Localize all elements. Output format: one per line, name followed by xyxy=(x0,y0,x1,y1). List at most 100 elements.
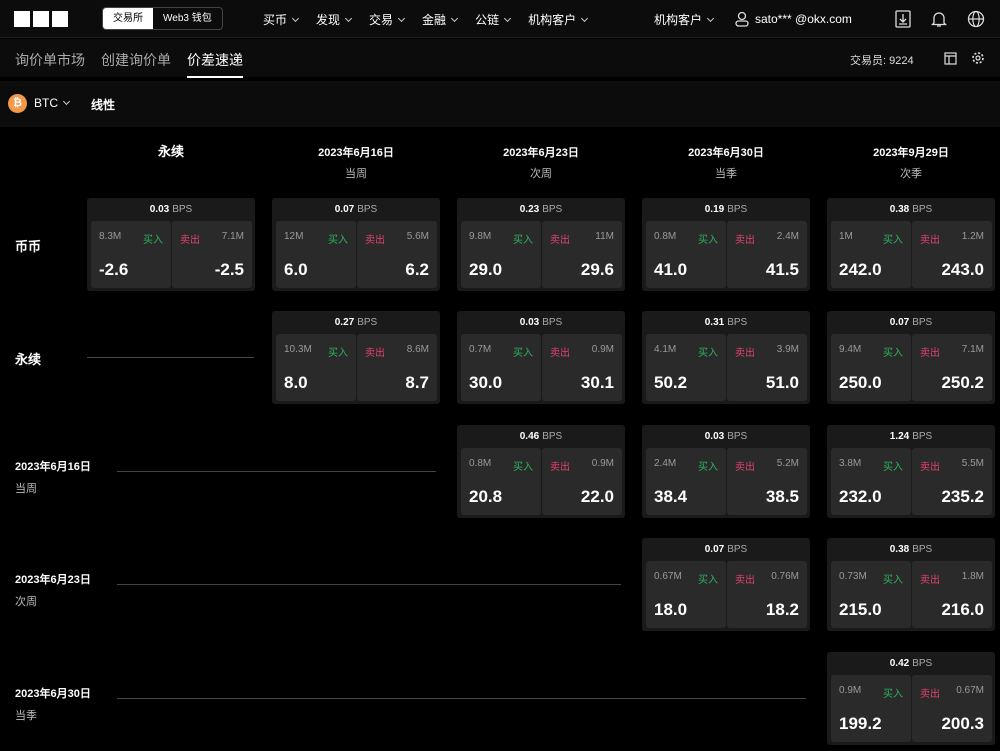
sell-button[interactable]: 卖出 7.1M -2.5 xyxy=(172,221,252,288)
sell-price: 200.3 xyxy=(941,714,984,733)
buy-label: 买入 xyxy=(143,235,163,246)
sell-button[interactable]: 卖出 3.9M 51.0 xyxy=(727,334,807,401)
nav-institutional[interactable]: 机构客户 xyxy=(528,11,587,28)
sell-price: 243.0 xyxy=(941,260,984,279)
buy-label: 买入 xyxy=(883,575,903,586)
user-menu[interactable]: sato*** @okx.com xyxy=(735,0,852,38)
column-header: 2023年6月23日 次周 xyxy=(457,144,625,181)
nav-trade[interactable]: 交易 xyxy=(369,11,404,28)
sell-quantity: 0.9M xyxy=(591,458,614,469)
column-title: 2023年6月16日 xyxy=(318,147,394,159)
buy-button[interactable]: 10.3M 买入 8.0 xyxy=(276,334,356,401)
sell-button[interactable]: 卖出 8.6M 8.7 xyxy=(357,334,437,401)
row-title: 币币 xyxy=(15,239,42,254)
buy-button[interactable]: 0.73M 买入 215.0 xyxy=(831,561,911,628)
bps-unit: BPS xyxy=(912,544,933,555)
sell-button[interactable]: 卖出 5.5M 235.2 xyxy=(912,448,992,515)
sell-label: 卖出 xyxy=(365,235,385,246)
sell-price: 41.5 xyxy=(765,260,799,279)
globe-icon[interactable] xyxy=(967,10,985,28)
bps-value: 1.24 xyxy=(889,431,910,442)
spread-card: 0.42 BPS 0.9M 买入 199.2 卖出 0.67M 200.3 xyxy=(827,652,995,745)
bps-value: 0.23 xyxy=(519,204,540,215)
bps-value: 0.19 xyxy=(704,204,725,215)
sell-button[interactable]: 卖出 0.9M 22.0 xyxy=(542,448,622,515)
coin-selector[interactable]: BTC xyxy=(34,96,69,110)
row-title: 2023年6月23日 xyxy=(15,574,91,586)
buy-button[interactable]: 3.8M 买入 232.0 xyxy=(831,448,911,515)
bell-icon[interactable] xyxy=(931,10,947,28)
contract-type: 线性 xyxy=(91,98,116,112)
buy-button[interactable]: 0.8M 买入 41.0 xyxy=(646,221,726,288)
buy-button[interactable]: 12M 买入 6.0 xyxy=(276,221,356,288)
buy-button[interactable]: 8.3M 买入 -2.6 xyxy=(91,221,171,288)
sell-button[interactable]: 卖出 5.6M 6.2 xyxy=(357,221,437,288)
spread-bps: 0.07 BPS xyxy=(272,204,440,215)
column-title: 永续 xyxy=(157,144,184,159)
spread-card: 0.19 BPS 0.8M 买入 41.0 卖出 2.4M 41.5 xyxy=(642,198,810,291)
buy-price: 38.4 xyxy=(654,487,688,506)
buy-label: 买入 xyxy=(883,462,903,473)
sell-quantity: 0.9M xyxy=(591,344,614,355)
buy-quantity: 3.8M xyxy=(839,458,862,469)
buy-label: 买入 xyxy=(328,235,348,246)
sell-price: 216.0 xyxy=(941,600,984,619)
bps-value: 0.38 xyxy=(889,544,910,555)
buy-button[interactable]: 9.8M 买入 29.0 xyxy=(461,221,541,288)
nav-chain[interactable]: 公链 xyxy=(475,11,510,28)
buy-button[interactable]: 9.4M 买入 250.0 xyxy=(831,334,911,401)
sell-label: 卖出 xyxy=(735,575,755,586)
sell-button[interactable]: 卖出 7.1M 250.2 xyxy=(912,334,992,401)
column-subtitle: 当周 xyxy=(345,168,367,180)
download-icon[interactable] xyxy=(895,10,911,28)
institutional-dropdown[interactable]: 机构客户 xyxy=(654,11,713,28)
sell-button[interactable]: 卖出 0.9M 30.1 xyxy=(542,334,622,401)
sell-price: 18.2 xyxy=(765,600,799,619)
spread-card: 0.23 BPS 9.8M 买入 29.0 卖出 11M 29.6 xyxy=(457,198,625,291)
sell-button[interactable]: 卖出 5.2M 38.5 xyxy=(727,448,807,515)
okx-logo[interactable] xyxy=(14,11,68,27)
bps-unit: BPS xyxy=(912,204,933,215)
buy-price: 30.0 xyxy=(469,373,503,392)
sell-button[interactable]: 卖出 11M 29.6 xyxy=(542,221,622,288)
tab-spread-express[interactable]: 价差速递 xyxy=(187,52,243,78)
sell-button[interactable]: 卖出 2.4M 41.5 xyxy=(727,221,807,288)
nav-discover[interactable]: 发现 xyxy=(316,11,351,28)
tab-create-rfq[interactable]: 创建询价单 xyxy=(101,52,171,68)
sell-button[interactable]: 卖出 0.67M 200.3 xyxy=(912,675,992,742)
bps-value: 0.07 xyxy=(889,317,910,328)
buy-button[interactable]: 4.1M 买入 50.2 xyxy=(646,334,726,401)
buy-button[interactable]: 1M 买入 242.0 xyxy=(831,221,911,288)
buy-button[interactable]: 0.8M 买入 20.8 xyxy=(461,448,541,515)
buy-label: 买入 xyxy=(698,462,718,473)
user-icon xyxy=(735,11,749,27)
tab-rfq-market[interactable]: 询价单市场 xyxy=(15,52,85,68)
gear-icon[interactable] xyxy=(971,51,985,65)
nav-buy-crypto[interactable]: 买币 xyxy=(263,11,298,28)
sell-quantity: 11M xyxy=(595,231,614,242)
layout-icon[interactable] xyxy=(944,52,957,65)
web3-wallet-tab[interactable]: Web3 钱包 xyxy=(163,13,212,24)
column-title: 2023年9月29日 xyxy=(873,147,949,159)
buy-button[interactable]: 0.7M 买入 30.0 xyxy=(461,334,541,401)
buy-button[interactable]: 0.67M 买入 18.0 xyxy=(646,561,726,628)
sell-button[interactable]: 卖出 0.76M 18.2 xyxy=(727,561,807,628)
nav-finance[interactable]: 金融 xyxy=(422,11,457,28)
exchange-tab[interactable]: 交易所 xyxy=(103,8,153,29)
buy-price: 50.2 xyxy=(654,373,688,392)
buy-price: 6.0 xyxy=(284,260,308,279)
buy-label: 买入 xyxy=(698,575,718,586)
buy-button[interactable]: 2.4M 买入 38.4 xyxy=(646,448,726,515)
sell-button[interactable]: 卖出 1.8M 216.0 xyxy=(912,561,992,628)
sell-price: 6.2 xyxy=(405,260,429,279)
row-subtitle: 当周 xyxy=(15,483,37,495)
buy-quantity: 0.7M xyxy=(469,344,492,355)
column-subtitle: 次季 xyxy=(900,168,922,180)
top-nav: 交易所 Web3 钱包 买币 发现 交易 金融 公链 机构客户 机构客户 sat… xyxy=(0,0,1000,38)
spread-card: 0.31 BPS 4.1M 买入 50.2 卖出 3.9M 51.0 xyxy=(642,311,810,404)
sell-button[interactable]: 卖出 1.2M 243.0 xyxy=(912,221,992,288)
bps-value: 0.42 xyxy=(889,658,910,669)
buy-button[interactable]: 0.9M 买入 199.2 xyxy=(831,675,911,742)
sell-quantity: 7.1M xyxy=(221,231,244,242)
sell-quantity: 0.67M xyxy=(956,685,984,696)
